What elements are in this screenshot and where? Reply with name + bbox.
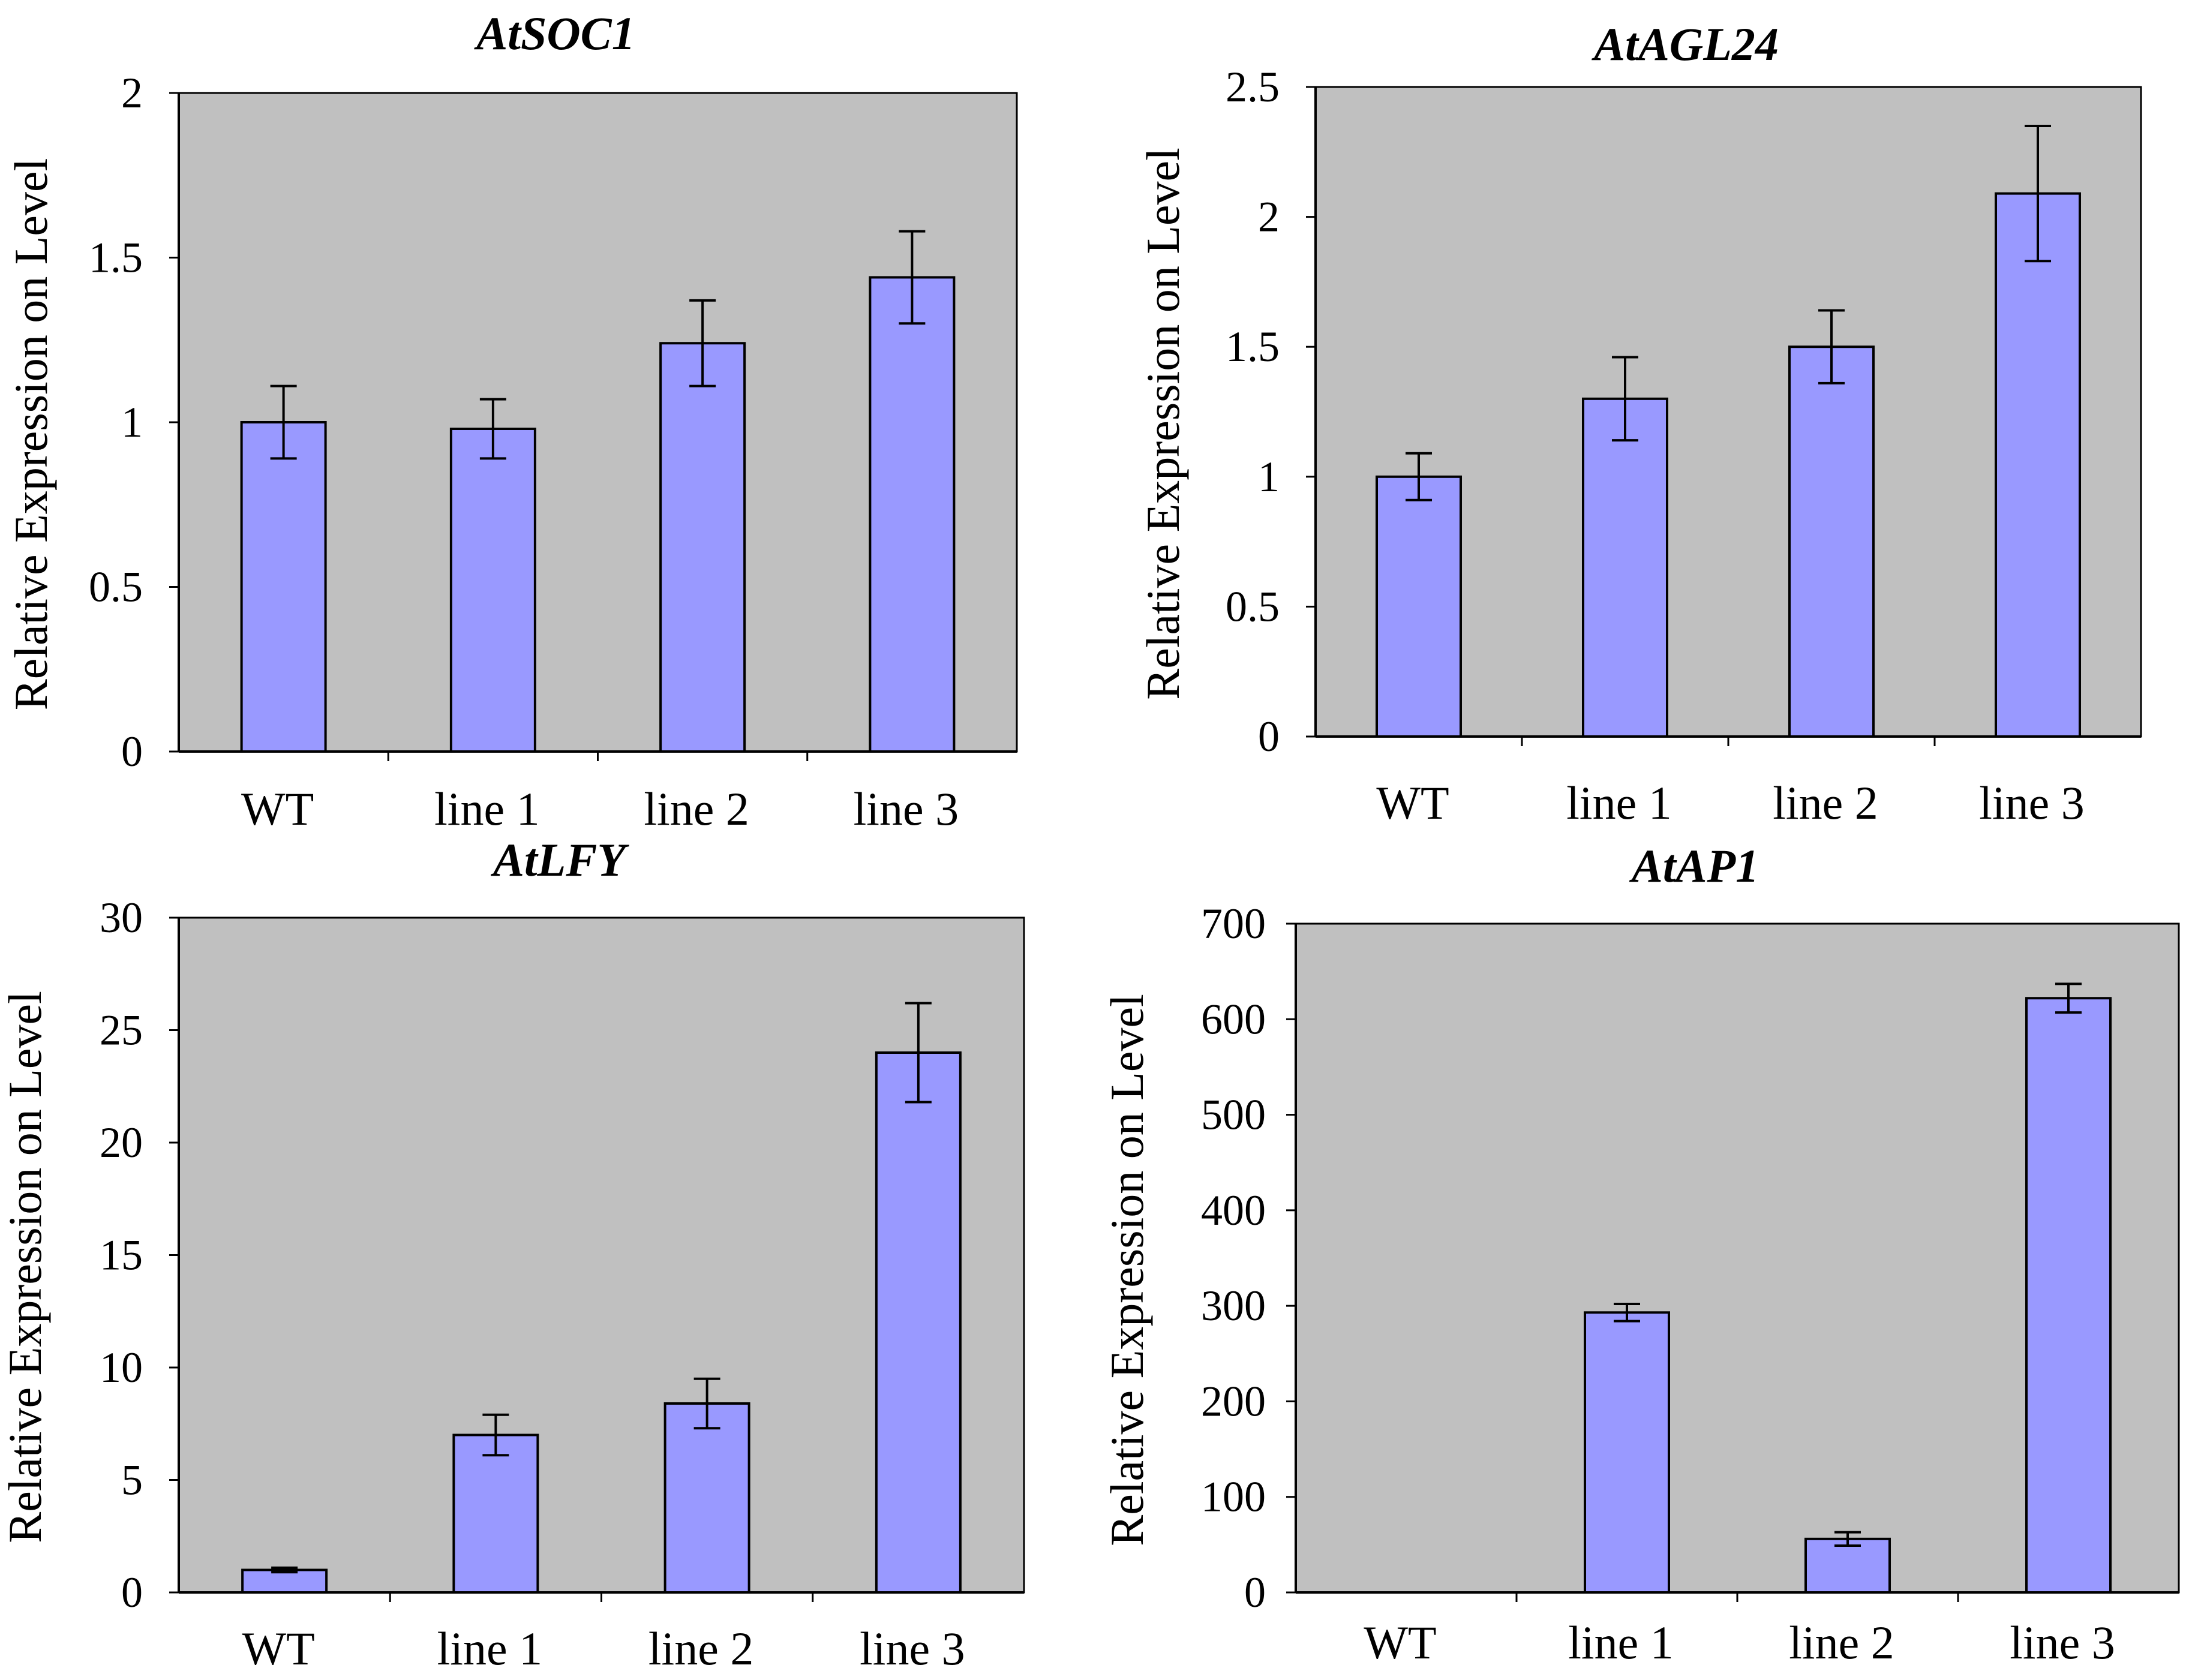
bar-wt — [241, 1568, 328, 1594]
bar-line-1 — [1582, 397, 1668, 738]
chart-title: AtAGL24 — [1591, 18, 1779, 70]
chart-atlfy: AtLFY Relative Expression on Level 0 5 10 15 2… — [0, 834, 1025, 1675]
bar-line-2 — [659, 342, 746, 753]
y-tick-label: 2 — [121, 69, 143, 117]
x-category-label: line 3 — [860, 1622, 965, 1675]
x-category-label: line 2 — [648, 1622, 753, 1675]
y-tick-label: 0 — [1258, 713, 1280, 761]
bar-wt — [240, 421, 327, 753]
bar-line-3 — [875, 1051, 962, 1594]
x-category-label: WT — [242, 1622, 314, 1675]
y-tick-label: 1 — [121, 398, 143, 446]
bar-line-3 — [1995, 192, 2081, 738]
y-tick-label: 2.5 — [1226, 63, 1280, 111]
x-category-label: line 1 — [1568, 1616, 1673, 1669]
y-axis-label: Relative Expression on Level — [0, 991, 51, 1543]
x-category-label: line 2 — [644, 783, 749, 835]
y-tick-label: 0 — [121, 1568, 143, 1616]
x-category-label: WT — [1364, 1616, 1436, 1669]
y-tick-label: 20 — [100, 1119, 143, 1167]
y-tick-label: 0.5 — [1226, 582, 1280, 630]
y-tick-label: 100 — [1201, 1473, 1266, 1521]
x-category-label: line 1 — [1566, 777, 1671, 829]
x-category-label: WT — [241, 783, 314, 835]
bar-line-3 — [869, 276, 956, 753]
y-tick-label: 300 — [1201, 1282, 1266, 1330]
y-tick-label: 5 — [121, 1456, 143, 1504]
bar-line-2 — [1804, 1537, 1891, 1594]
y-tick-label: 400 — [1201, 1186, 1266, 1234]
chart-atagl24: AtAGL24 Relative Expression on Level 0 0.5 1… — [1137, 18, 2142, 829]
x-category-label: line 3 — [2010, 1616, 2115, 1669]
x-category-label: line 3 — [1979, 777, 2084, 829]
y-tick-label: 0 — [121, 728, 143, 776]
y-axis-label: Relative Expression on Level — [1137, 148, 1189, 700]
bar-wt — [1376, 475, 1462, 738]
y-axis-label: Relative Expression on Level — [5, 158, 57, 711]
chart-atsoc1: AtSOC1 Relative Expression on Level 0 0.5 1 1… — [5, 7, 1018, 835]
x-category-label: line 2 — [1789, 1616, 1894, 1669]
x-category-label: line 1 — [434, 783, 539, 835]
y-tick-label: 0.5 — [89, 563, 143, 611]
bar-line-1 — [452, 1433, 539, 1594]
x-category-label: line 1 — [437, 1622, 542, 1675]
y-tick-label: 10 — [100, 1344, 143, 1392]
y-tick-label: 500 — [1201, 1091, 1266, 1139]
bar-line-3 — [2025, 997, 2112, 1594]
y-tick-label: 1.5 — [1226, 323, 1280, 371]
y-tick-label: 200 — [1201, 1377, 1266, 1425]
y-tick-label: 15 — [100, 1231, 143, 1279]
bar-line-1 — [449, 427, 536, 753]
y-tick-label: 1 — [1258, 453, 1280, 501]
bar-line-2 — [1788, 345, 1875, 738]
bar-line-2 — [663, 1402, 750, 1594]
x-category-label: line 2 — [1773, 777, 1878, 829]
chart-title: AtAP1 — [1629, 840, 1759, 892]
y-tick-label: 2 — [1258, 193, 1280, 241]
chart-atap1: AtAP1 Relative Expression on Level 0 100 200… — [1101, 840, 2180, 1669]
y-tick-label: 25 — [100, 1006, 143, 1054]
x-category-label: WT — [1376, 777, 1449, 829]
chart-title: AtSOC1 — [473, 7, 635, 59]
bar-line-1 — [1584, 1311, 1670, 1594]
chart-title: AtLFY — [490, 834, 629, 886]
y-tick-label: 0 — [1244, 1568, 1266, 1616]
y-tick-label: 30 — [100, 894, 143, 942]
y-tick-label: 700 — [1201, 900, 1266, 948]
y-tick-label: 600 — [1201, 995, 1266, 1043]
y-tick-label: 1.5 — [89, 234, 143, 282]
y-axis-label: Relative Expression on Level — [1101, 994, 1153, 1546]
x-category-label: line 3 — [854, 783, 959, 835]
